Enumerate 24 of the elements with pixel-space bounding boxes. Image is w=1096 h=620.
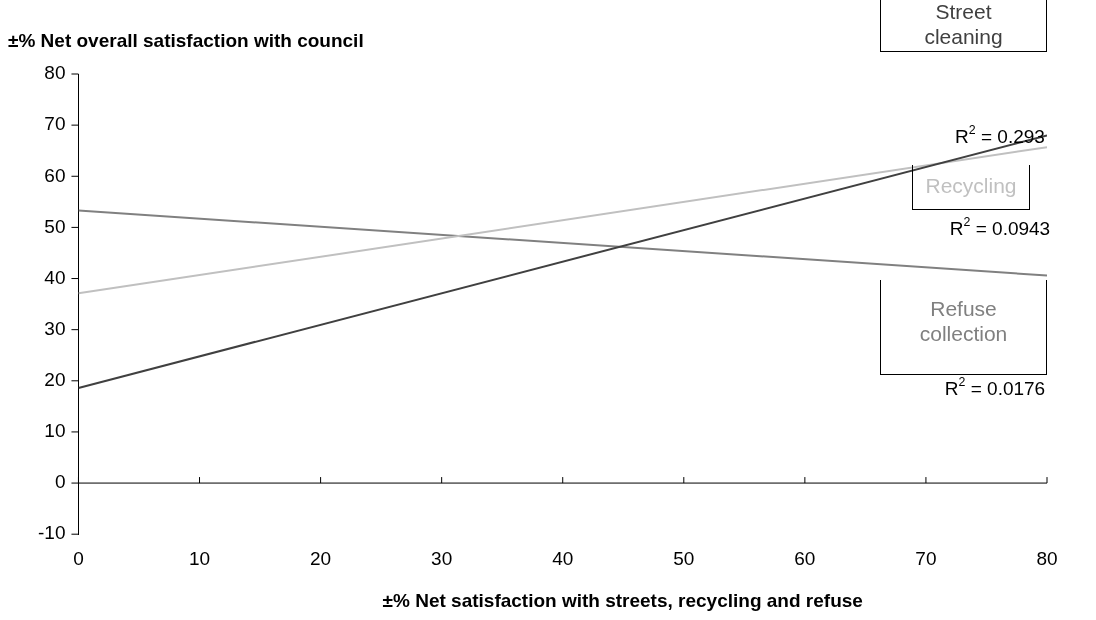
y-tick-label: 0 bbox=[54, 471, 66, 493]
y-tick-label: 80 bbox=[44, 62, 66, 84]
x-tick-label: 20 bbox=[310, 547, 332, 569]
x-tick-label: 60 bbox=[794, 547, 816, 569]
series-label: Refuse collection bbox=[919, 296, 1008, 345]
y-tick-label: 70 bbox=[44, 113, 66, 135]
x-tick-label: 0 bbox=[73, 547, 84, 569]
series-label: Recycling bbox=[925, 174, 1017, 198]
y-tick-label: -10 bbox=[37, 522, 66, 544]
y-tick-label: 20 bbox=[44, 369, 66, 391]
y-tick-label: 60 bbox=[44, 164, 66, 186]
text: Street cleaning bbox=[924, 0, 1003, 49]
y-tick-label: 40 bbox=[44, 266, 66, 288]
x-tick-label: 10 bbox=[188, 547, 211, 569]
x-tick-label: 50 bbox=[673, 547, 695, 569]
x-axis-title: ±% Net satisfaction with streets, recycling and refuse bbox=[382, 590, 863, 611]
x-tick-label: 80 bbox=[1036, 547, 1058, 569]
x-tick-label: 70 bbox=[915, 547, 937, 569]
y-tick-label: 10 bbox=[44, 420, 66, 442]
x-tick-label: 30 bbox=[431, 547, 453, 569]
y-axis-title: ±% Net overall satisfaction with council bbox=[8, 30, 364, 51]
y-tick-label: 30 bbox=[44, 317, 66, 339]
x-tick-label: 40 bbox=[552, 547, 574, 569]
y-tick-label: 50 bbox=[44, 215, 66, 237]
